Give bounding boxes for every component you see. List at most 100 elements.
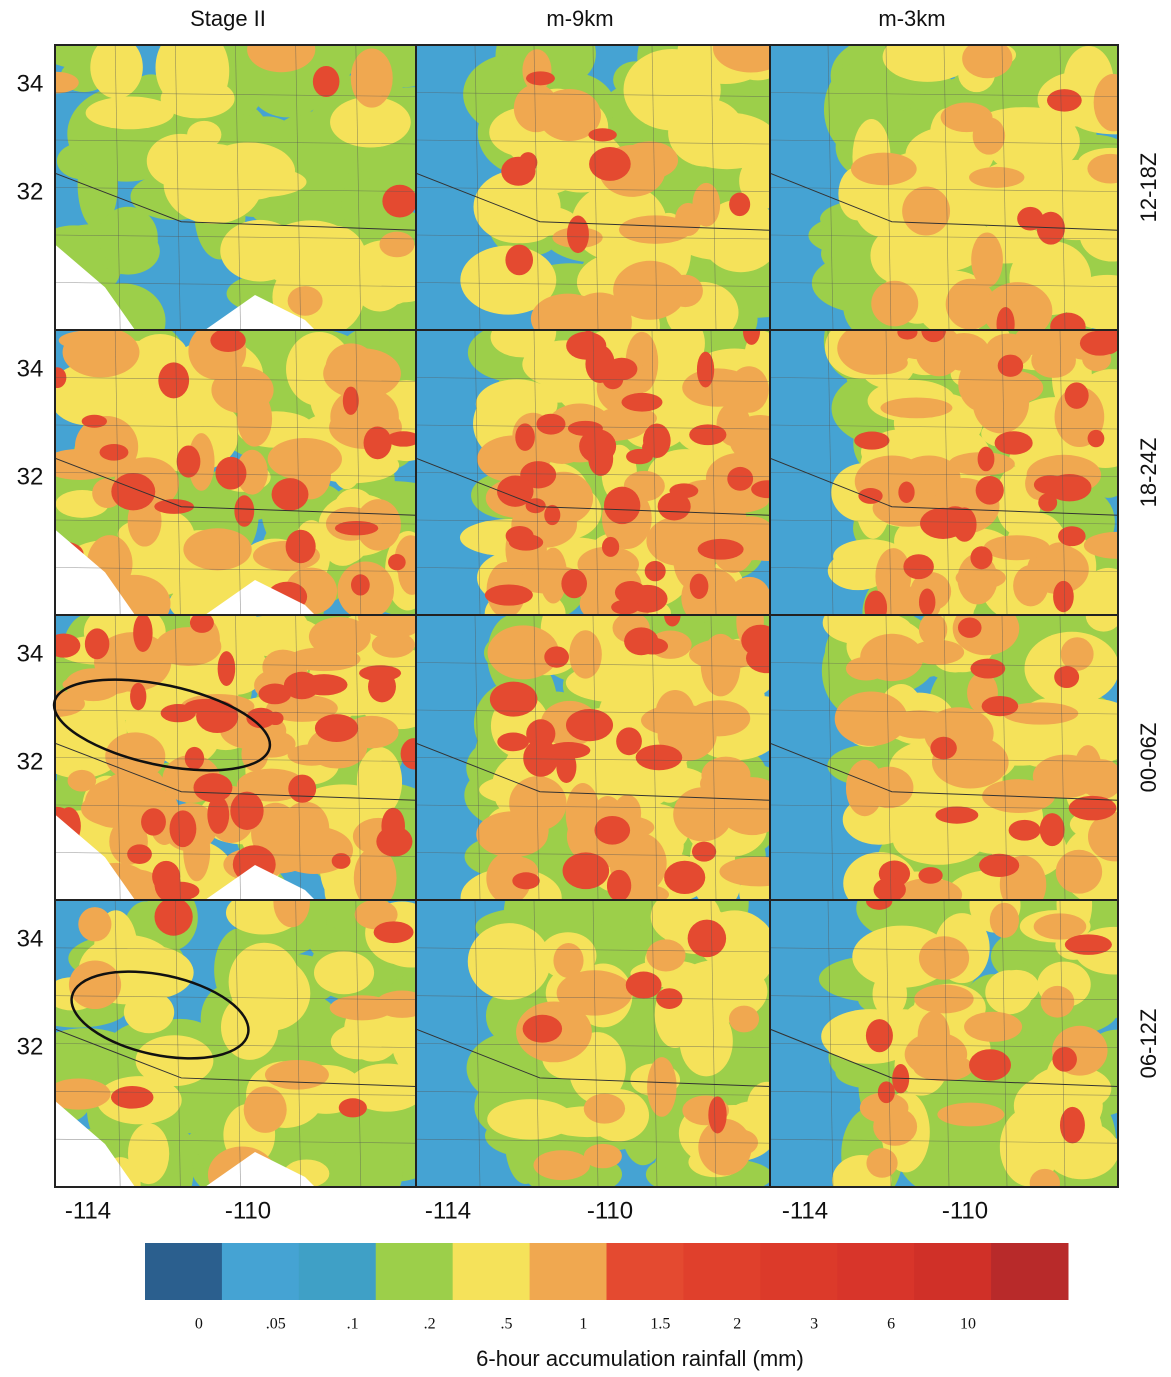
rain-blob xyxy=(133,615,153,653)
rain-blob xyxy=(243,1086,287,1133)
county-line xyxy=(592,900,599,1187)
county-line xyxy=(55,1091,416,1096)
rain-blob xyxy=(864,590,888,615)
rain-blob xyxy=(394,535,416,583)
lat-tick-label: 34 xyxy=(17,70,44,97)
county-line xyxy=(355,330,362,615)
rain-blob xyxy=(207,795,230,834)
column-title: m-9km xyxy=(546,6,613,31)
colorbar-label: 1 xyxy=(579,1316,587,1333)
rain-blob xyxy=(679,1005,733,1077)
county-line xyxy=(416,1138,770,1144)
county-line xyxy=(416,519,770,525)
labels: Stage II m-9km m-3km12-18Z343218-24Z343200… xyxy=(17,6,1161,1371)
rain-blob xyxy=(217,651,236,687)
rain-blob xyxy=(664,860,706,894)
county-line xyxy=(474,900,481,1187)
county-line xyxy=(770,804,1118,810)
rain-blob xyxy=(1058,526,1086,547)
rain-blob xyxy=(996,307,1015,330)
rain-blob xyxy=(68,960,122,1010)
county-line xyxy=(770,519,1118,525)
county-line xyxy=(1001,900,1008,1187)
rain-blob xyxy=(1052,1046,1077,1072)
county-line xyxy=(592,330,599,615)
county-line xyxy=(943,615,950,900)
highlight-ellipse xyxy=(52,678,272,772)
rain-blob xyxy=(567,420,603,437)
rain-blob xyxy=(508,534,544,551)
rain-blob xyxy=(962,45,1013,79)
county-line xyxy=(533,330,540,615)
rain-blob xyxy=(281,801,330,856)
rain-blob xyxy=(105,732,166,781)
rain-blob xyxy=(363,426,392,460)
county-line xyxy=(55,662,416,667)
rain-blob xyxy=(331,853,351,869)
county-line xyxy=(943,330,950,615)
county-line xyxy=(416,852,770,857)
rain-blob xyxy=(135,1035,214,1087)
map-panel xyxy=(416,45,770,330)
map-panel xyxy=(770,330,1118,615)
rain-blob xyxy=(719,856,770,887)
rain-blob xyxy=(588,128,617,142)
rain-blob xyxy=(644,560,666,582)
rain-blob xyxy=(613,260,687,320)
rain-blob xyxy=(646,939,686,972)
rain-blob xyxy=(958,354,1010,413)
rain-blob xyxy=(556,750,577,783)
rain-blob xyxy=(697,538,744,560)
lon-tick-label: -110 xyxy=(225,1197,271,1224)
border-line xyxy=(770,172,1118,231)
rain-blob xyxy=(247,45,316,73)
lat-tick-label: 34 xyxy=(17,355,44,382)
rain-blob xyxy=(130,682,147,711)
rain-blob xyxy=(273,900,310,928)
rain-blob xyxy=(81,414,107,428)
colorbar-label: 10 xyxy=(960,1316,976,1333)
county-line xyxy=(474,45,481,330)
rain-blob xyxy=(1040,985,1075,1018)
map-panel xyxy=(770,900,1118,1187)
rain-blob xyxy=(512,872,540,890)
county-line xyxy=(355,45,362,330)
map-panel xyxy=(55,330,416,615)
rain-blob xyxy=(314,714,359,743)
rain-blob xyxy=(258,683,292,705)
county-line xyxy=(827,900,834,1187)
row-label: 06-12Z xyxy=(1136,1009,1161,1079)
rain-blob xyxy=(687,919,727,958)
county-line xyxy=(55,472,416,477)
rain-blob xyxy=(1013,565,1049,607)
county-line xyxy=(235,900,241,1187)
rain-blob xyxy=(625,971,662,999)
rain-blob xyxy=(264,1059,329,1090)
rain-blob xyxy=(837,330,911,375)
rain-blob xyxy=(594,815,631,845)
rain-blob xyxy=(141,808,166,836)
rain-blob xyxy=(616,727,642,756)
rain-blob xyxy=(169,810,197,848)
rain-blob xyxy=(84,628,110,660)
county-line xyxy=(770,472,1118,477)
colorbar-swatch xyxy=(221,1243,300,1300)
rain-blob xyxy=(589,147,631,181)
county-line xyxy=(474,615,481,900)
rain-blob xyxy=(937,1102,1005,1127)
rain-blob xyxy=(957,617,982,638)
colorbar-swatch xyxy=(760,1243,838,1300)
county-line xyxy=(55,804,416,810)
rain-blob xyxy=(566,215,589,254)
county-line xyxy=(55,377,416,382)
colorbar-swatch xyxy=(452,1243,531,1300)
rain-blob xyxy=(1087,153,1118,184)
rain-blob xyxy=(565,708,614,742)
rain-blob xyxy=(583,1093,626,1124)
county-line xyxy=(770,92,1118,97)
county-line xyxy=(885,900,892,1187)
rain-blob xyxy=(323,348,401,399)
rain-blob xyxy=(827,551,889,591)
county-line xyxy=(1001,45,1008,330)
